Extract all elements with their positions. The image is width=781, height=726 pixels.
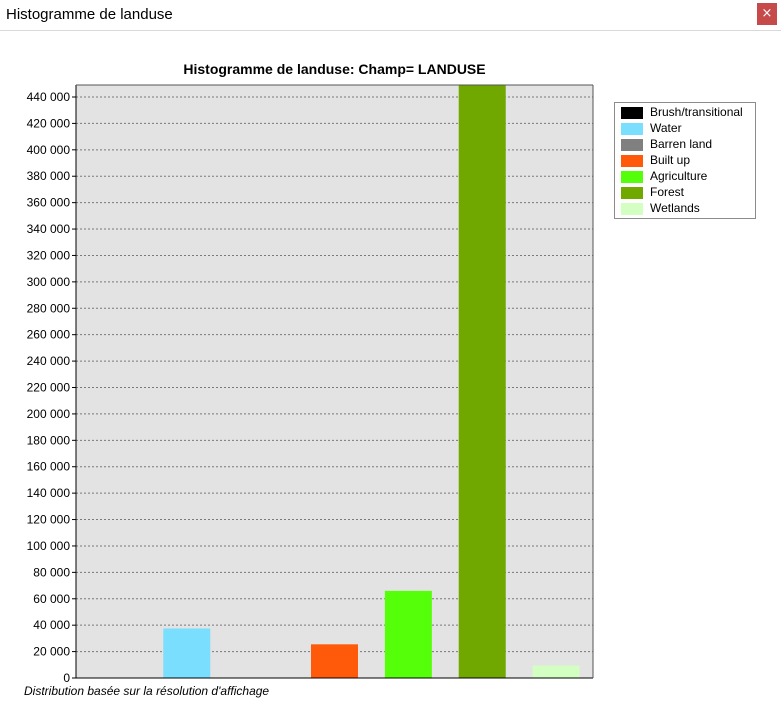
title-bar: Histogramme de landuse × bbox=[0, 0, 781, 31]
legend-item: Wetlands bbox=[615, 201, 755, 217]
y-tick-label: 160 000 bbox=[27, 460, 71, 474]
footer-note: Distribution basée sur la résolution d'a… bbox=[24, 684, 270, 698]
legend-item: Brush/transitional bbox=[615, 105, 755, 121]
legend-label: Water bbox=[650, 121, 682, 135]
bar-forest bbox=[458, 85, 506, 678]
y-tick-label: 400 000 bbox=[27, 143, 71, 157]
y-tick-label: 200 000 bbox=[27, 407, 71, 421]
y-tick-label: 80 000 bbox=[33, 565, 70, 579]
y-tick-label: 140 000 bbox=[27, 486, 71, 500]
y-tick-label: 120 000 bbox=[27, 513, 71, 527]
bar-built-up bbox=[311, 644, 358, 678]
legend-swatch bbox=[621, 139, 643, 151]
y-tick-label: 360 000 bbox=[27, 196, 71, 210]
y-tick-label: 40 000 bbox=[33, 618, 70, 632]
y-tick-label: 180 000 bbox=[27, 433, 71, 447]
y-tick-label: 440 000 bbox=[27, 90, 71, 104]
bar-water bbox=[163, 628, 211, 678]
legend-swatch bbox=[621, 203, 643, 215]
legend-item: Forest bbox=[615, 185, 755, 201]
legend-swatch bbox=[621, 107, 643, 119]
y-tick-label: 20 000 bbox=[33, 645, 70, 659]
y-tick-label: 100 000 bbox=[27, 539, 71, 553]
y-tick-label: 60 000 bbox=[33, 592, 70, 606]
y-tick-label: 320 000 bbox=[27, 248, 71, 262]
bar-agriculture bbox=[384, 590, 432, 678]
chart-title: Histogramme de landuse: Champ= LANDUSE bbox=[183, 61, 486, 77]
legend-label: Agriculture bbox=[650, 169, 708, 183]
close-button[interactable]: × bbox=[757, 3, 777, 25]
y-tick-label: 340 000 bbox=[27, 222, 71, 236]
y-tick-label: 300 000 bbox=[27, 275, 71, 289]
bar-wetlands bbox=[532, 665, 580, 678]
y-tick-label: 260 000 bbox=[27, 328, 71, 342]
plot-area bbox=[76, 85, 593, 678]
legend-label: Brush/transitional bbox=[650, 105, 743, 119]
y-tick-label: 240 000 bbox=[27, 354, 71, 368]
legend-label: Wetlands bbox=[650, 201, 700, 215]
legend-swatch bbox=[621, 187, 643, 199]
legend-swatch bbox=[621, 171, 643, 183]
y-tick-label: 280 000 bbox=[27, 301, 71, 315]
legend-item: Built up bbox=[615, 153, 755, 169]
chart-legend: Brush/transitional Water Barren land Built … bbox=[614, 102, 756, 219]
y-tick-label: 220 000 bbox=[27, 381, 71, 395]
y-tick-label: 380 000 bbox=[27, 169, 71, 183]
legend-swatch bbox=[621, 155, 643, 167]
y-tick-label: 0 bbox=[63, 671, 70, 685]
y-tick-label: 420 000 bbox=[27, 116, 71, 130]
legend-label: Built up bbox=[650, 153, 691, 167]
window-title: Histogramme de landuse bbox=[6, 6, 173, 23]
legend-swatch bbox=[621, 123, 643, 135]
legend-item: Barren land bbox=[615, 137, 755, 153]
legend-item: Water bbox=[615, 121, 755, 137]
legend-label: Forest bbox=[650, 185, 685, 199]
legend-label: Barren land bbox=[650, 137, 713, 151]
legend-item: Agriculture bbox=[615, 169, 755, 185]
